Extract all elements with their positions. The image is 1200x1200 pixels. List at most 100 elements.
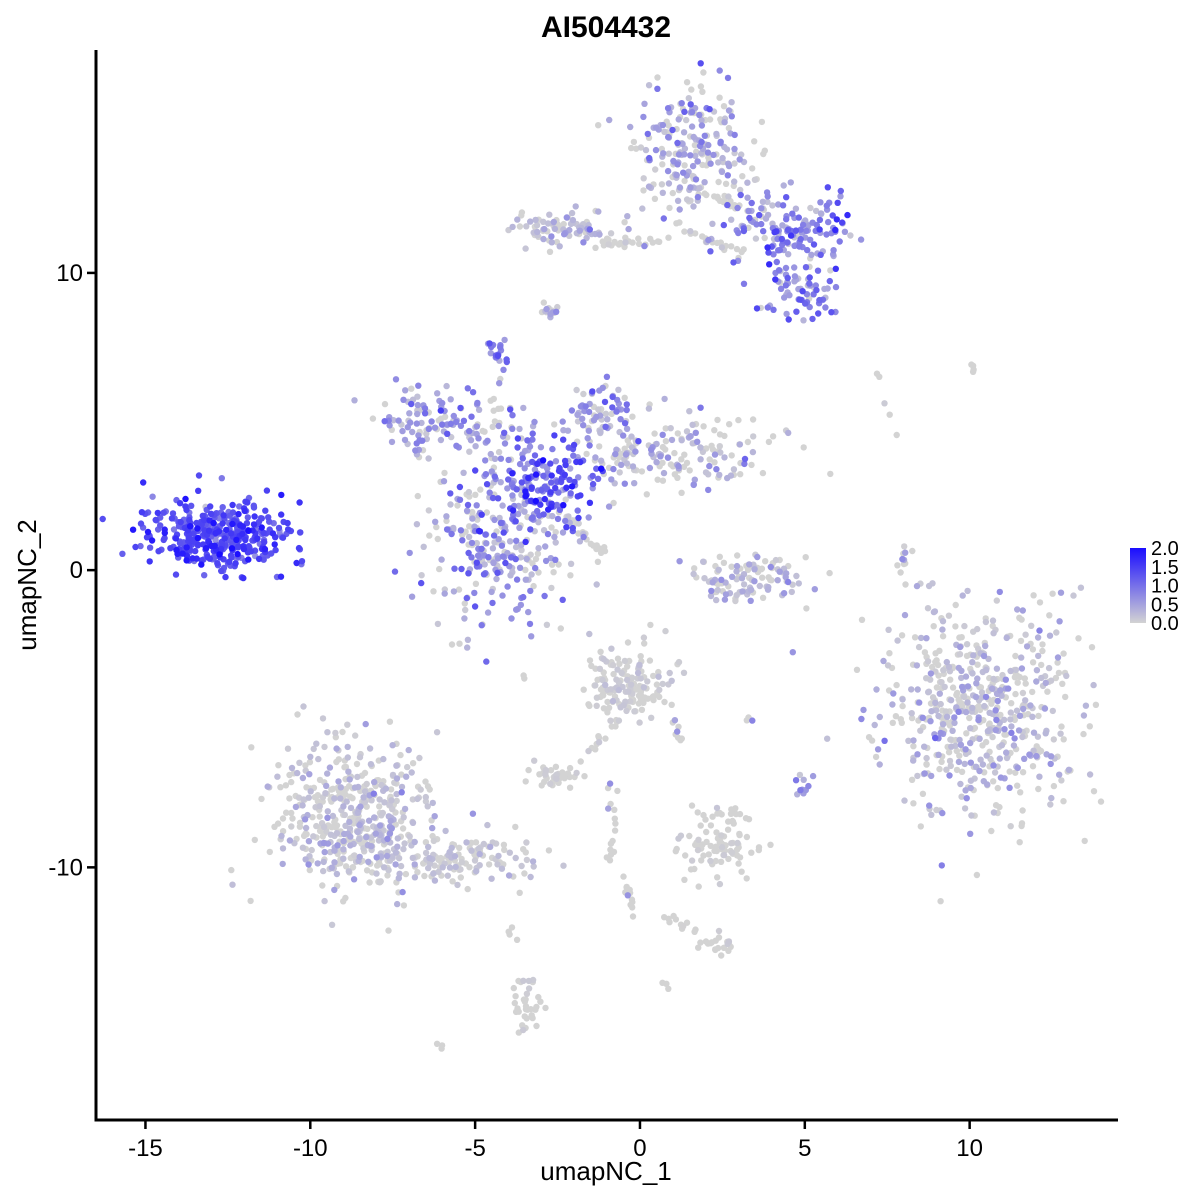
cell-point bbox=[709, 220, 716, 227]
cell-point bbox=[381, 799, 388, 806]
cell-point bbox=[800, 776, 807, 783]
cell-point bbox=[607, 840, 615, 847]
cell-point bbox=[636, 719, 643, 726]
cell-point bbox=[671, 449, 678, 457]
cell-point bbox=[716, 443, 723, 450]
cell-point bbox=[340, 837, 347, 845]
cell-point bbox=[1047, 677, 1055, 684]
cell-point bbox=[540, 472, 547, 479]
cell-point bbox=[392, 376, 400, 383]
cell-point bbox=[607, 686, 614, 693]
cell-point bbox=[689, 162, 697, 170]
cell-point bbox=[789, 649, 796, 656]
cell-point bbox=[391, 568, 399, 575]
cell-point bbox=[405, 746, 412, 754]
cell-point bbox=[901, 611, 909, 619]
cell-point bbox=[648, 446, 655, 453]
cell-point bbox=[641, 100, 648, 108]
cell-point bbox=[660, 150, 667, 157]
cell-point bbox=[499, 592, 506, 599]
cell-point bbox=[555, 489, 562, 496]
cell-point bbox=[457, 404, 464, 412]
cell-point bbox=[419, 437, 426, 444]
cell-point bbox=[695, 883, 702, 890]
cell-point bbox=[914, 686, 921, 693]
cell-point bbox=[947, 697, 955, 704]
cell-point bbox=[917, 727, 924, 734]
cell-point bbox=[730, 466, 738, 473]
cell-point bbox=[520, 846, 527, 853]
cell-point bbox=[735, 416, 742, 424]
cell-point bbox=[347, 842, 354, 849]
colorbar bbox=[1130, 548, 1146, 623]
cell-point bbox=[1029, 688, 1036, 696]
cell-point bbox=[375, 837, 383, 844]
cell-point bbox=[627, 681, 635, 688]
cell-point bbox=[247, 897, 254, 905]
cell-point bbox=[372, 830, 379, 837]
cell-point bbox=[523, 990, 531, 997]
cell-point bbox=[974, 625, 981, 633]
cell-point bbox=[807, 204, 814, 212]
cell-point bbox=[152, 516, 159, 524]
cell-point bbox=[474, 399, 481, 407]
cell-point bbox=[472, 839, 480, 846]
cell-point bbox=[961, 622, 968, 630]
cell-point bbox=[800, 444, 807, 451]
cell-point bbox=[984, 727, 992, 735]
cell-point bbox=[552, 763, 560, 770]
cell-point bbox=[697, 822, 704, 829]
cell-point bbox=[344, 743, 351, 751]
cell-point bbox=[398, 789, 405, 796]
cell-point bbox=[651, 195, 659, 202]
cell-point bbox=[488, 468, 495, 475]
cell-point bbox=[767, 576, 774, 583]
cell-point bbox=[229, 501, 236, 509]
cell-point bbox=[813, 286, 820, 294]
cell-point bbox=[1020, 705, 1027, 713]
cell-point bbox=[803, 605, 810, 612]
cell-point bbox=[531, 418, 538, 426]
cell-point bbox=[409, 854, 416, 862]
cell-point bbox=[365, 817, 373, 824]
cell-point bbox=[456, 640, 463, 647]
cell-point bbox=[637, 144, 645, 151]
cell-point bbox=[1021, 697, 1029, 704]
cell-point bbox=[756, 211, 763, 219]
cell-point bbox=[194, 525, 201, 532]
cell-point bbox=[729, 818, 737, 825]
cell-point bbox=[644, 678, 651, 685]
cell-point bbox=[751, 566, 758, 573]
cell-point bbox=[431, 877, 439, 884]
cell-point bbox=[337, 795, 344, 802]
cell-point bbox=[509, 412, 516, 419]
cell-point bbox=[543, 305, 550, 313]
cell-point bbox=[435, 868, 442, 875]
colorbar-tick-label: 0.0 bbox=[1151, 613, 1179, 635]
cell-point bbox=[398, 771, 405, 778]
cell-point bbox=[363, 780, 370, 788]
cell-point bbox=[608, 723, 615, 730]
cell-point bbox=[542, 766, 549, 774]
cell-point bbox=[521, 870, 528, 877]
cell-point bbox=[137, 542, 144, 550]
cell-point bbox=[449, 878, 456, 885]
cell-point bbox=[514, 435, 522, 442]
cell-point bbox=[335, 778, 342, 785]
cell-point bbox=[500, 529, 507, 536]
cell-point bbox=[1038, 661, 1045, 669]
cell-point bbox=[740, 246, 747, 253]
cell-point bbox=[403, 773, 410, 780]
cell-point bbox=[228, 866, 235, 874]
cell-point bbox=[913, 662, 921, 669]
cell-point bbox=[686, 467, 693, 474]
cell-point bbox=[424, 783, 432, 790]
cell-point bbox=[483, 481, 491, 488]
cell-point bbox=[167, 545, 174, 552]
cell-point bbox=[673, 220, 680, 227]
cell-point bbox=[753, 221, 760, 228]
cell-point bbox=[714, 874, 721, 881]
y-tick-label: 0 bbox=[70, 557, 83, 584]
cell-point bbox=[764, 244, 771, 251]
cell-point bbox=[333, 758, 340, 766]
